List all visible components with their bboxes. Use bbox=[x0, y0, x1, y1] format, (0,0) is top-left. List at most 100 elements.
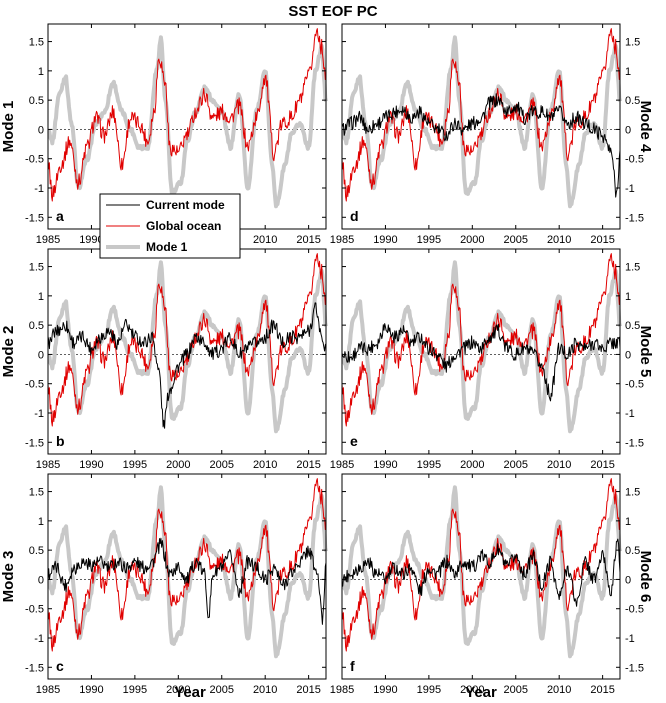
panel-letter: c bbox=[56, 658, 64, 674]
y-tick-label: 0 bbox=[625, 574, 631, 586]
panel-letter: f bbox=[350, 658, 355, 674]
x-tick-label: 2010 bbox=[253, 234, 277, 246]
y-axis-label: Mode 3 bbox=[0, 551, 17, 603]
y-tick-label: 1 bbox=[38, 516, 44, 528]
y-axis-label: Mode 5 bbox=[637, 326, 654, 378]
panel-letter: e bbox=[350, 433, 358, 449]
x-axis-label-left: Year bbox=[174, 684, 206, 701]
x-tick-label: 2010 bbox=[547, 459, 571, 471]
y-tick-label: -1.5 bbox=[625, 662, 644, 674]
legend-label-global: Global ocean bbox=[146, 219, 221, 233]
y-tick-label: -1.5 bbox=[625, 437, 644, 449]
x-tick-label: 2010 bbox=[253, 684, 277, 696]
panel-d: 1985 1990 1995 2000 2005 2010 2015 -1.5 -1 -0.5 0 0… bbox=[330, 23, 654, 246]
y-tick-label: 0 bbox=[38, 349, 44, 361]
y-tick-label: 0.5 bbox=[625, 320, 640, 332]
y-tick-label: 0.5 bbox=[29, 95, 44, 107]
y-tick-label: 1.5 bbox=[29, 37, 44, 49]
y-tick-label: 1 bbox=[38, 66, 44, 78]
y-tick-label: 1.5 bbox=[625, 262, 640, 274]
y-tick-label: -0.5 bbox=[25, 604, 44, 616]
x-tick-label: 2015 bbox=[296, 459, 320, 471]
plot-frame bbox=[341, 248, 621, 455]
x-tick-label: 2015 bbox=[296, 234, 320, 246]
series-global-ocean-line bbox=[341, 478, 621, 652]
x-tick-label: 1995 bbox=[417, 684, 441, 696]
y-tick-label: 0 bbox=[38, 124, 44, 136]
x-tick-label: 2000 bbox=[166, 684, 190, 696]
y-tick-label: 1.5 bbox=[29, 487, 44, 499]
series-current-mode-line bbox=[47, 302, 327, 429]
plot-area bbox=[342, 24, 620, 229]
y-tick-label: -1.5 bbox=[625, 212, 644, 224]
x-tick-label: 1985 bbox=[330, 459, 354, 471]
y-tick-label: 0.5 bbox=[29, 545, 44, 557]
x-tick-label: 2005 bbox=[210, 684, 234, 696]
x-tick-label: 1985 bbox=[36, 459, 60, 471]
x-tick-label: 1995 bbox=[123, 684, 147, 696]
y-axis-label: Mode 6 bbox=[637, 551, 654, 603]
x-tick-label: 1990 bbox=[373, 234, 397, 246]
y-tick-label: 1 bbox=[625, 516, 631, 528]
x-tick-label: 2010 bbox=[547, 234, 571, 246]
y-tick-label: 1 bbox=[625, 66, 631, 78]
legend: Current mode Global ocean Mode 1 bbox=[99, 193, 241, 259]
y-tick-label: 1 bbox=[625, 291, 631, 303]
panel-letter: b bbox=[56, 433, 65, 449]
panel-b: 1985 1990 1995 2000 2005 2010 2015 -1.5 -1 -0.5 0 0… bbox=[0, 248, 328, 471]
series-current-mode-line bbox=[341, 538, 621, 607]
y-tick-label: 0 bbox=[38, 574, 44, 586]
y-tick-label: 0.5 bbox=[29, 320, 44, 332]
x-tick-label: 2010 bbox=[253, 459, 277, 471]
x-tick-label: 1990 bbox=[79, 459, 103, 471]
y-tick-label: 1 bbox=[38, 291, 44, 303]
series-current-mode-line bbox=[341, 323, 621, 402]
x-tick-label: 1985 bbox=[330, 684, 354, 696]
panels-group: 1985 1990 1995 2000 2005 2010 2015 -1.5 -1 -0.5 0 0… bbox=[0, 23, 654, 696]
y-tick-label: 0 bbox=[625, 349, 631, 361]
y-tick-label: -1 bbox=[625, 408, 635, 420]
x-axis-label-right: Year bbox=[465, 684, 497, 701]
x-tick-label: 2000 bbox=[166, 459, 190, 471]
x-tick-label: 1990 bbox=[79, 234, 103, 246]
x-tick-label: 1990 bbox=[79, 684, 103, 696]
legend-label-current: Current mode bbox=[146, 198, 225, 212]
y-tick-label: -1 bbox=[34, 633, 44, 645]
x-tick-label: 1995 bbox=[123, 459, 147, 471]
y-tick-label: -0.5 bbox=[625, 379, 644, 391]
y-tick-label: -0.5 bbox=[25, 379, 44, 391]
y-tick-label: -1 bbox=[625, 183, 635, 195]
x-tick-label: 1990 bbox=[373, 459, 397, 471]
x-tick-label: 1995 bbox=[417, 234, 441, 246]
y-tick-label: -1 bbox=[625, 633, 635, 645]
y-tick-label: -0.5 bbox=[625, 604, 644, 616]
x-tick-label: 2015 bbox=[590, 459, 614, 471]
y-tick-label: -0.5 bbox=[625, 154, 644, 166]
chart-title: SST EOF PC bbox=[288, 3, 377, 20]
x-tick-label: 1985 bbox=[36, 684, 60, 696]
y-tick-label: 1.5 bbox=[29, 262, 44, 274]
y-axis-label: Mode 2 bbox=[0, 326, 17, 378]
series-current-mode-line bbox=[47, 537, 327, 625]
x-tick-label: 1995 bbox=[417, 459, 441, 471]
y-tick-label: -1.5 bbox=[25, 662, 44, 674]
x-tick-label: 2015 bbox=[296, 684, 320, 696]
y-tick-label: 1.5 bbox=[625, 487, 640, 499]
y-tick-label: -0.5 bbox=[25, 154, 44, 166]
plot-frame bbox=[341, 23, 621, 230]
plot-frame bbox=[47, 473, 327, 680]
x-tick-label: 1985 bbox=[36, 234, 60, 246]
x-tick-label: 2015 bbox=[590, 234, 614, 246]
x-tick-label: 2015 bbox=[590, 684, 614, 696]
y-tick-label: -1 bbox=[34, 408, 44, 420]
series-current-mode-line bbox=[341, 93, 621, 198]
legend-label-mode1: Mode 1 bbox=[146, 240, 188, 254]
x-tick-label: 2005 bbox=[504, 459, 528, 471]
x-tick-label: 2000 bbox=[460, 234, 484, 246]
panel-f: 1985 1990 1995 2000 2005 2010 2015 -1.5 -1 -0.5 0 0… bbox=[330, 473, 654, 696]
y-tick-label: 0.5 bbox=[625, 95, 640, 107]
panel-c: 1985 1990 1995 2000 2005 2010 2015 -1.5 -1 -0.5 0 0… bbox=[0, 473, 328, 696]
y-axis-label: Mode 4 bbox=[637, 101, 654, 153]
x-tick-label: 2000 bbox=[460, 459, 484, 471]
